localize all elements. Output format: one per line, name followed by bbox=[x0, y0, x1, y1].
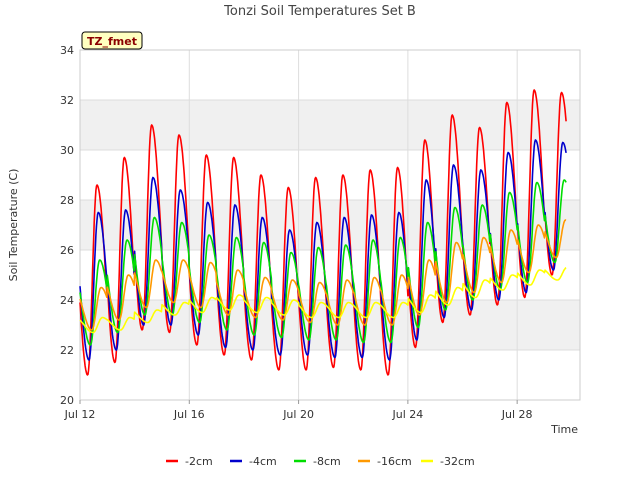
x-tick-label: Jul 24 bbox=[391, 408, 423, 421]
series-line--8cm bbox=[79, 179, 567, 346]
series-line--16cm bbox=[79, 219, 567, 331]
shaded-band-2 bbox=[80, 100, 580, 150]
annotation-text: TZ_fmet bbox=[87, 35, 137, 48]
x-axis-label: Time bbox=[550, 423, 578, 436]
y-tick-label: 24 bbox=[60, 294, 74, 307]
x-tick-label: Jul 20 bbox=[282, 408, 314, 421]
legend-label--4cm: -4cm bbox=[249, 455, 277, 468]
series-group bbox=[79, 89, 567, 376]
legend-label--2cm: -2cm bbox=[185, 455, 213, 468]
shaded-band-1 bbox=[80, 200, 580, 250]
x-tick-label: Jul 28 bbox=[501, 408, 533, 421]
x-tick-label: Jul 16 bbox=[173, 408, 205, 421]
y-tick-label: 34 bbox=[60, 44, 74, 57]
y-tick-labels: 20 22 24 26 28 30 32 34 bbox=[60, 44, 74, 407]
y-tick-label: 20 bbox=[60, 394, 74, 407]
x-tick-labels: Jul 12 Jul 16 Jul 20 Jul 24 Jul 28 bbox=[64, 400, 533, 421]
legend: -2cm -4cm -8cm -16cm -32cm bbox=[166, 455, 475, 468]
series-line--4cm bbox=[79, 139, 567, 361]
legend-label--16cm: -16cm bbox=[377, 455, 412, 468]
y-tick-label: 22 bbox=[60, 344, 74, 357]
annotation-box: TZ_fmet bbox=[81, 31, 143, 50]
y-tick-label: 26 bbox=[60, 244, 74, 257]
plot-area-border bbox=[79, 49, 581, 401]
y-axis-label: Soil Temperature (C) bbox=[7, 169, 20, 282]
y-tick-label: 28 bbox=[60, 194, 74, 207]
y-tick-label: 32 bbox=[60, 94, 74, 107]
chart-title: Tonzi Soil Temperatures Set B bbox=[223, 4, 416, 19]
x-tick-label: Jul 12 bbox=[64, 408, 96, 421]
legend-label--8cm: -8cm bbox=[313, 455, 341, 468]
legend-label--32cm: -32cm bbox=[440, 455, 475, 468]
y-tick-label: 30 bbox=[60, 144, 74, 157]
series-line--32cm bbox=[79, 267, 567, 334]
